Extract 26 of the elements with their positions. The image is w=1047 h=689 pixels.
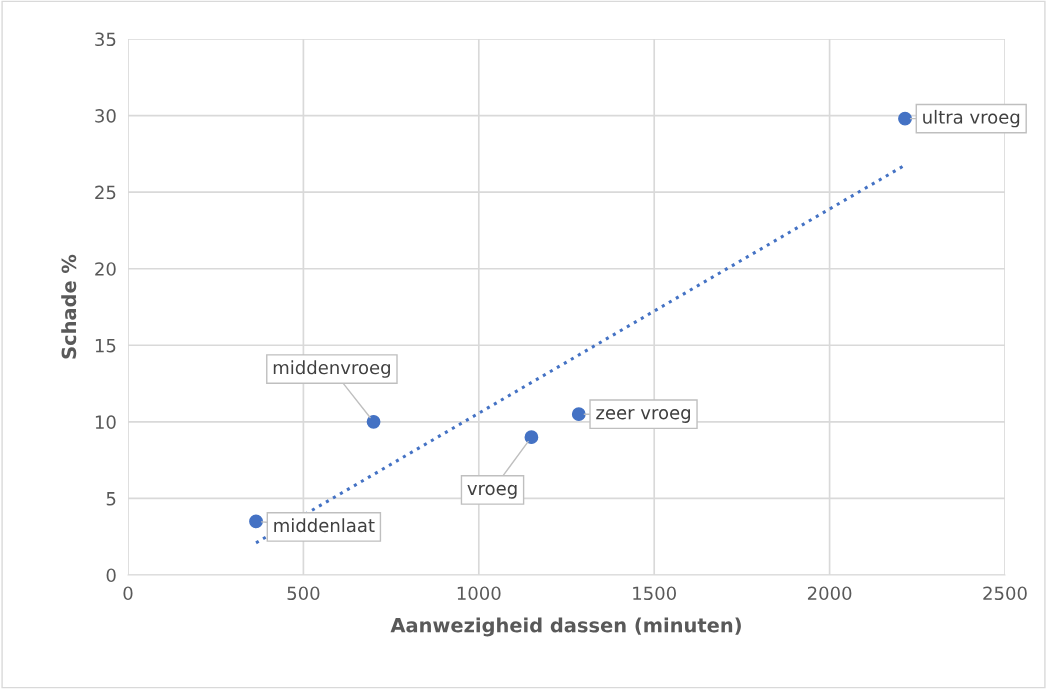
annotation: ultra vroeg xyxy=(923,109,1020,128)
annotation: vroeg xyxy=(467,484,517,499)
annotation: middenvroeg xyxy=(273,360,390,378)
y-tick-label: 5 xyxy=(106,492,116,506)
y-tick-label: 15 xyxy=(95,338,116,353)
y-tick-label: 10 xyxy=(95,415,116,429)
x-tick-label: 1000 xyxy=(457,586,501,601)
x-tick-label: 500 xyxy=(287,586,320,601)
y-tick-label: 30 xyxy=(95,109,116,123)
x-tick-label: 2500 xyxy=(983,586,1027,601)
y-axis-title: Schade % xyxy=(61,254,77,359)
point xyxy=(524,430,539,445)
point xyxy=(249,514,263,529)
x-tick-label: 1500 xyxy=(633,586,676,601)
x-tick-label: 2000 xyxy=(807,586,852,601)
x-axis-title: Aanwezigheid dassen (minuten) xyxy=(390,617,741,637)
point xyxy=(571,407,586,422)
x-tick-label: 0 xyxy=(123,586,133,601)
y-tick-label: 20 xyxy=(95,262,116,276)
annotation: zeer vroeg xyxy=(596,409,690,423)
point xyxy=(898,111,912,126)
y-tick-label: 25 xyxy=(95,185,116,200)
y-tick-label: 0 xyxy=(106,568,116,583)
annotation: middenlaat xyxy=(274,518,375,533)
point xyxy=(366,414,381,429)
y-tick-label: 35 xyxy=(95,32,116,47)
